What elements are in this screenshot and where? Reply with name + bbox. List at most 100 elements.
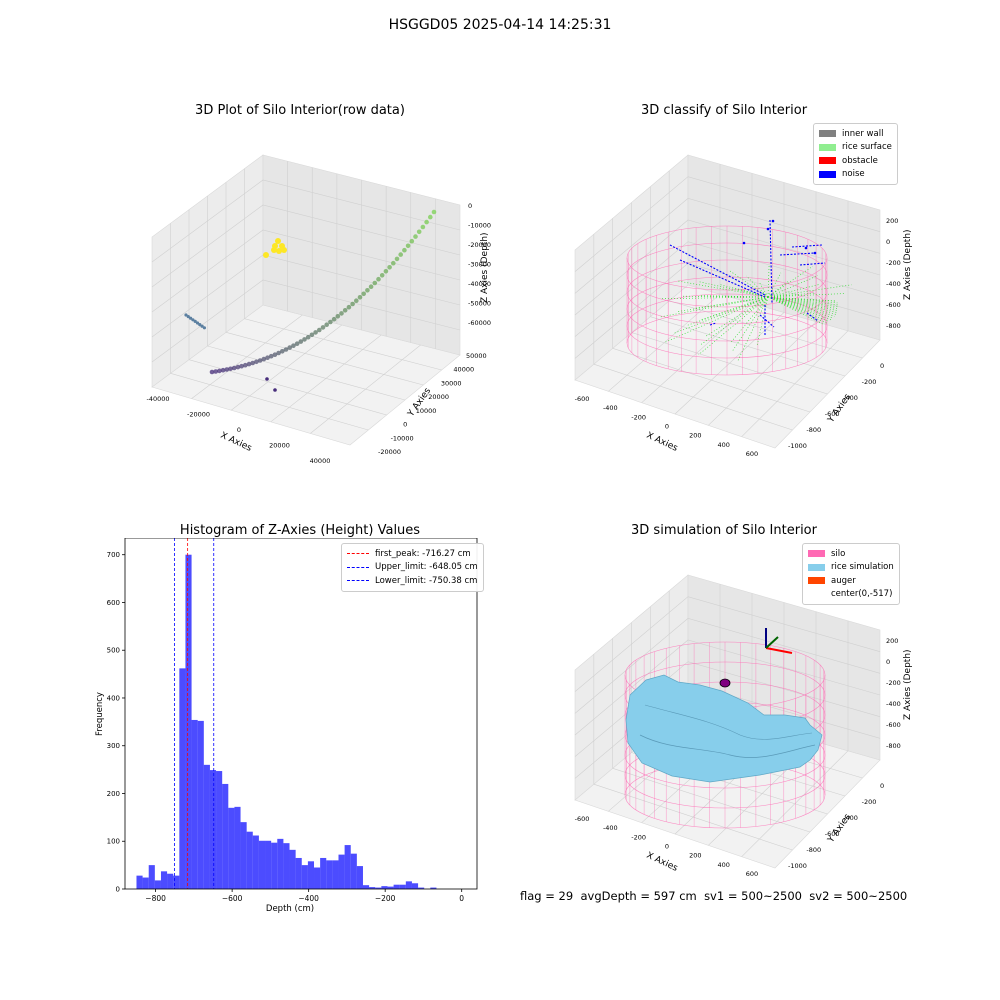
tick-label: -600 [575,815,590,823]
tick-label: -400 [843,814,858,822]
data-point [280,349,285,354]
tick-label: -400 [843,394,858,402]
data-point [368,284,374,289]
tick-label: 0 [468,202,472,210]
data-point [313,330,318,335]
simulation-z-label: Z Axies (Depth) [903,649,913,720]
grid-line [574,198,881,294]
histogram-bar [197,720,204,889]
legend-label: inner wall [842,128,884,139]
data-point [220,367,226,373]
data-point [405,243,411,249]
data-point [416,229,422,235]
data-point [231,365,237,371]
simulation-3d-ticks: -600-400-2000200400600-1000-800-600-400-… [575,637,901,878]
rice-surface-ray [701,295,769,298]
simulation-x-label: X Axies [645,851,680,874]
x-tick-label: −600 [222,894,243,903]
data-point [272,352,278,357]
data-point [257,358,263,363]
rice-surface-contour [644,704,813,740]
data-point [357,295,363,300]
tick-label: -600 [886,301,901,309]
data-point [342,308,348,313]
rice-surface-ray [695,296,769,309]
tick-label: -30000 [468,261,491,269]
noise-stroke [669,244,766,296]
data-point [268,353,274,359]
x-tick-label: −200 [375,894,396,903]
legend-swatch [819,170,836,178]
legend-line [347,553,369,555]
data-point [275,238,281,244]
noise-point [766,227,770,231]
legend-swatch [819,143,836,151]
data-point [283,347,289,352]
y-tick-label: 500 [107,647,120,655]
histogram-bar [179,668,186,889]
tick-label: 200 [886,637,898,645]
tick-label: -800 [806,846,821,854]
histogram-bar [246,831,253,889]
histogram-bar [148,865,155,889]
tick-label: -400 [886,280,901,288]
tick-label: 40000 [310,457,331,465]
y-tick-label: 100 [107,838,120,846]
grid-line [650,316,846,377]
classify-legend: inner wall rice surface obstacle noise [813,123,898,185]
histogram-bar [326,860,333,889]
noise-stroke [759,314,775,328]
grid-line [170,373,369,431]
data-point [184,313,188,317]
grid-line [151,179,461,263]
tick-label: -400 [603,404,618,412]
histogram-bar [344,845,351,889]
histogram-bar [393,884,400,889]
legend-swatch [808,591,825,598]
histogram-bar [173,875,180,889]
classify-z-label: Z Axies (Depth) [903,229,913,300]
tick-label: 40000 [453,366,474,374]
noise-stroke [791,244,823,248]
tick-label: 0 [665,843,669,851]
tick-label: -400 [603,824,618,832]
legend-line [347,580,369,582]
status-footer: flag = 29 avgDepth = 597 cm sv1 = 500~25… [520,889,907,903]
data-point [376,276,381,282]
rice-surface-ray [731,296,769,353]
histogram-bar [265,840,272,889]
tick-label: -800 [886,742,901,750]
tick-label: 600 [746,870,758,878]
histogram-bar [430,887,437,889]
simulation-3d-plot: -600-400-2000200400600-1000-800-600-400-… [574,574,913,878]
data-point [254,359,259,365]
histogram-chart: −800 −600 −400 −200 00100200300400500600700 … [95,538,478,914]
tick-label: 0 [886,658,890,666]
tick-label: -800 [806,426,821,434]
legend-item-rice-surface: rice surface [819,141,892,155]
tick-label: -800 [886,322,901,330]
grid-line [225,332,424,386]
rice-surface-ray [746,275,769,298]
legend-item-lower-limit: Lower_limit: -750.38 cm [347,574,478,588]
grid-line [574,618,881,714]
grid-line [151,204,461,288]
histogram-x-label: Depth (cm) [266,904,314,914]
legend-label: first_peak: -716.27 cm [375,548,471,559]
grid-line [574,661,881,757]
data-point [209,369,215,375]
histogram-bar [375,887,382,889]
histogram-axes: −800 −600 −400 −200 0 0 100 200 300 400 500 600 700 [107,538,478,903]
legend-label: Upper_limit: -648.05 cm [375,562,478,573]
data-point [379,273,385,278]
tick-label: 10000 [416,407,437,415]
histogram-bar [203,764,210,889]
legend-item-silo: silo [808,547,894,561]
histogram-bar [216,771,223,889]
tick-label: 0 [886,238,890,246]
data-point [428,214,433,220]
figure-title: HSGGD05 2025-04-14 14:25:31 [388,17,612,33]
tick-label: 0 [403,421,407,429]
histogram-bar [283,843,290,889]
histogram-bar [136,875,143,889]
